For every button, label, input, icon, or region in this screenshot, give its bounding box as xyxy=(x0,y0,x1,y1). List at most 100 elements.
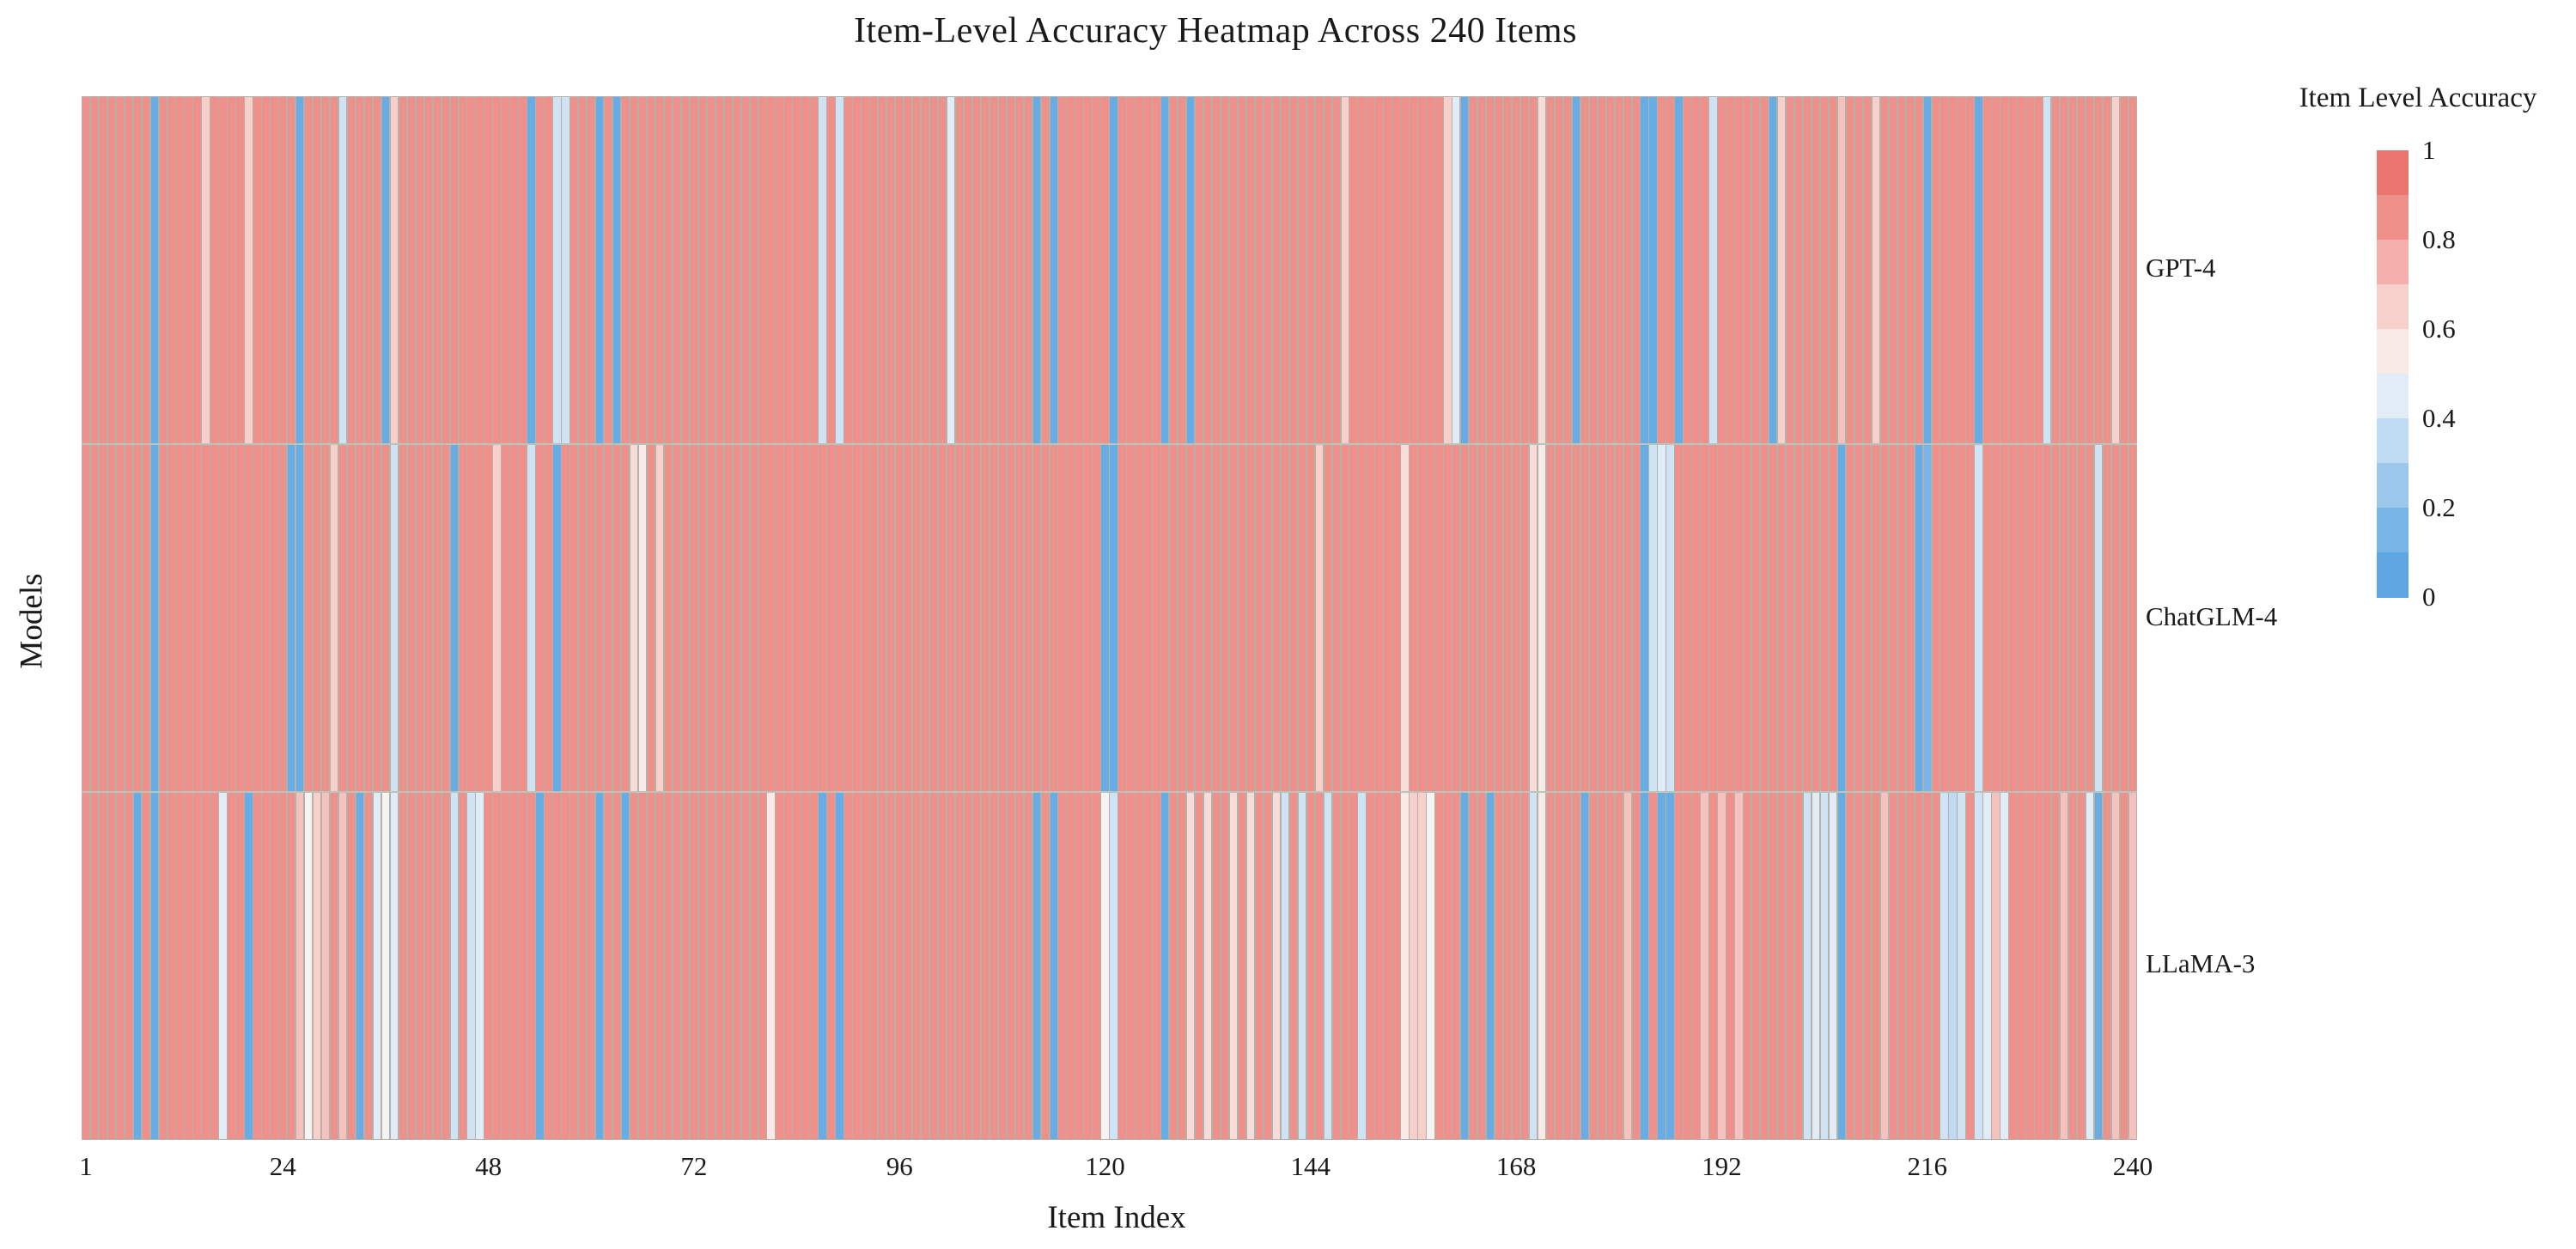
heatmap-cell xyxy=(305,445,313,791)
heatmap-cell xyxy=(1958,445,1965,791)
heatmap-cell xyxy=(1872,445,1880,791)
heatmap-cell xyxy=(929,97,938,443)
heatmap-cell xyxy=(399,793,407,1139)
heatmap-cell xyxy=(356,97,364,443)
heatmap-cell xyxy=(690,793,698,1139)
heatmap-cell xyxy=(716,97,723,443)
heatmap-cell xyxy=(236,445,244,791)
heatmap-cell xyxy=(1221,445,1229,791)
heatmap-cell xyxy=(125,793,132,1139)
heatmap-cell xyxy=(1752,793,1760,1139)
heatmap-cell xyxy=(836,445,843,791)
heatmap-cell xyxy=(1718,97,1726,443)
heatmap-cell xyxy=(1794,97,1803,443)
heatmap-cell xyxy=(1880,97,1889,443)
heatmap-cell xyxy=(1906,97,1914,443)
heatmap-cell xyxy=(545,97,552,443)
heatmap-cell xyxy=(621,445,630,791)
heatmap-cell xyxy=(407,793,416,1139)
heatmap-cell xyxy=(245,793,253,1139)
heatmap-cell xyxy=(82,97,90,443)
heatmap-cell xyxy=(433,97,441,443)
heatmap-cell xyxy=(314,97,321,443)
heatmap-cell xyxy=(1897,97,1905,443)
heatmap-cell xyxy=(2035,97,2043,443)
heatmap-cell xyxy=(416,445,424,791)
heatmap-cell xyxy=(536,97,544,443)
heatmap-cell xyxy=(612,793,621,1139)
heatmap-cell xyxy=(1264,445,1272,791)
heatmap-cell xyxy=(1452,445,1460,791)
y-axis-label: Models xyxy=(14,573,50,669)
heatmap-cell xyxy=(1992,97,2000,443)
heatmap-cell xyxy=(1666,97,1674,443)
heatmap-cell xyxy=(1427,793,1434,1139)
heatmap-cell xyxy=(1701,793,1708,1139)
heatmap-cell xyxy=(1401,445,1409,791)
heatmap-cell xyxy=(690,97,698,443)
heatmap-cell xyxy=(844,445,852,791)
heatmap-cell xyxy=(733,97,740,443)
heatmap-cell xyxy=(1623,97,1631,443)
heatmap-cell xyxy=(1718,445,1726,791)
heatmap-cell xyxy=(1563,793,1572,1139)
heatmap-cell xyxy=(116,793,125,1139)
heatmap-cell xyxy=(133,445,141,791)
heatmap-cell xyxy=(1084,793,1092,1139)
heatmap-cell xyxy=(2018,97,2025,443)
heatmap-cell xyxy=(1410,97,1417,443)
heatmap-cell xyxy=(193,793,201,1139)
heatmap-cell xyxy=(879,793,886,1139)
x-tick-label: 240 xyxy=(2112,1151,2153,1181)
heatmap-cell xyxy=(1546,793,1555,1139)
heatmap-cell xyxy=(176,97,184,443)
heatmap-cell xyxy=(1812,97,1820,443)
heatmap-cell xyxy=(1666,793,1674,1139)
heatmap-cell xyxy=(1975,445,1982,791)
heatmap-cell xyxy=(2094,793,2103,1139)
heatmap-cell xyxy=(2103,97,2111,443)
heatmap-cell xyxy=(1503,445,1512,791)
heatmap-cell xyxy=(1897,445,1905,791)
x-tick-label: 216 xyxy=(1907,1151,1947,1181)
heatmap-cell xyxy=(1606,793,1614,1139)
heatmap-cell xyxy=(1238,793,1246,1139)
heatmap-cell xyxy=(2035,445,2043,791)
heatmap-cell xyxy=(1684,793,1691,1139)
heatmap-cell xyxy=(664,97,673,443)
heatmap-cell xyxy=(673,97,681,443)
heatmap-cell xyxy=(819,97,826,443)
heatmap-cell xyxy=(690,445,698,791)
heatmap-cell xyxy=(2111,445,2120,791)
heatmap-cell xyxy=(1949,793,1957,1139)
heatmap-cell xyxy=(553,97,561,443)
heatmap-cell xyxy=(758,445,766,791)
heatmap-cell xyxy=(1221,97,1229,443)
heatmap-cell xyxy=(1153,793,1160,1139)
heatmap-cell xyxy=(1110,445,1117,791)
heatmap-cell xyxy=(484,793,492,1139)
heatmap-cell xyxy=(750,445,758,791)
heatmap-cell xyxy=(1367,97,1374,443)
heatmap-cell xyxy=(1024,97,1032,443)
heatmap-cell xyxy=(1555,793,1563,1139)
heatmap-cell xyxy=(1050,445,1057,791)
heatmap-cell xyxy=(1050,793,1057,1139)
heatmap-cell xyxy=(142,97,149,443)
x-tick-label: 120 xyxy=(1085,1151,1125,1181)
heatmap-cell xyxy=(1872,793,1880,1139)
heatmap-cell xyxy=(1794,793,1803,1139)
heatmap-cell xyxy=(972,793,981,1139)
heatmap-cell xyxy=(321,793,330,1139)
heatmap-cell xyxy=(373,793,381,1139)
heatmap-cell xyxy=(2069,445,2077,791)
heatmap-cell xyxy=(1196,97,1203,443)
heatmap-cell xyxy=(1178,445,1186,791)
heatmap-cell xyxy=(1787,97,1794,443)
heatmap-cell xyxy=(381,793,390,1139)
heatmap-cell xyxy=(1341,793,1349,1139)
heatmap-cell xyxy=(1084,445,1092,791)
heatmap-cell xyxy=(553,445,561,791)
heatmap-cell xyxy=(2094,97,2103,443)
heatmap-cell xyxy=(1752,445,1760,791)
